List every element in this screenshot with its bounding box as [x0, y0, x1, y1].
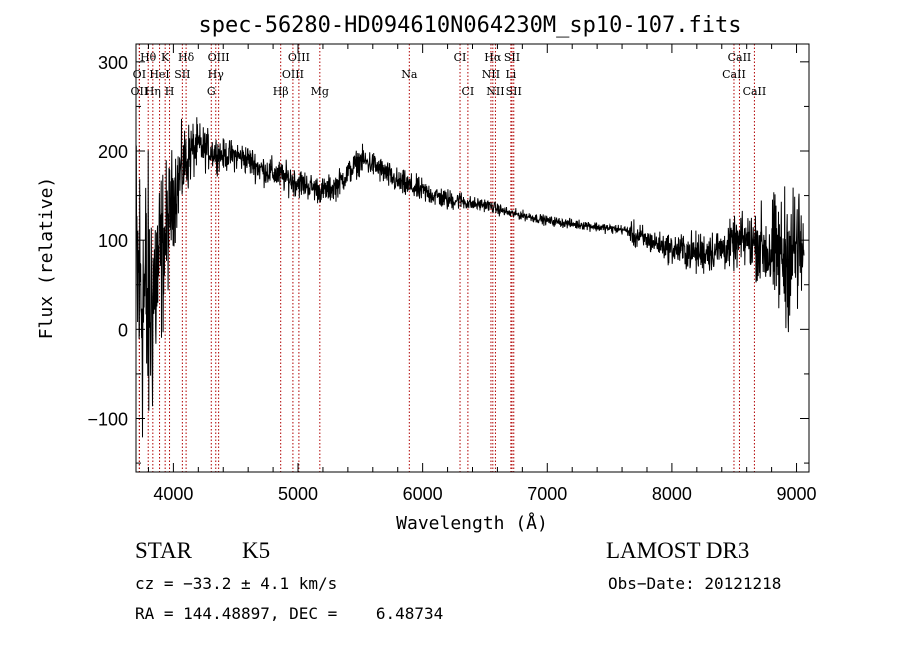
- object-class: STAR: [135, 538, 192, 563]
- line-label: SII: [174, 68, 190, 81]
- line-label: Hδ: [178, 51, 195, 64]
- y-tick-label: 200: [98, 142, 128, 162]
- line-label: CaII: [722, 68, 746, 81]
- line-label: CI: [462, 85, 475, 98]
- line-label: Hα: [484, 51, 502, 64]
- line-label: SII: [504, 51, 520, 64]
- x-tick-label: 6000: [403, 484, 443, 504]
- x-tick-label: 5000: [278, 484, 318, 504]
- y-tick-label: 0: [118, 320, 128, 340]
- x-tick-label: 4000: [153, 484, 193, 504]
- y-tick-label: −100: [87, 410, 128, 430]
- line-label: Hθ: [140, 51, 157, 64]
- line-label: OIII: [208, 51, 230, 64]
- x-tick-label: 9000: [777, 484, 817, 504]
- line-label: SII: [506, 85, 522, 98]
- redshift-cz: cz = −33.2 ± 4.1 km/s: [135, 574, 338, 593]
- y-tick-label: 100: [98, 231, 128, 251]
- line-label: Li: [505, 68, 516, 81]
- y-axis-label: Flux (relative): [36, 177, 57, 340]
- spectral-line-markers: [138, 44, 755, 472]
- line-label: CaII: [728, 51, 752, 64]
- chart-title: spec-56280-HD094610N064230M_sp10-107.fit…: [198, 13, 741, 38]
- line-label: Mg: [311, 85, 329, 98]
- x-tick-label: 7000: [527, 484, 567, 504]
- line-label: NII: [486, 85, 504, 98]
- x-tick-label: 8000: [652, 484, 692, 504]
- line-label: CaII: [743, 85, 767, 98]
- line-label: OII: [131, 85, 149, 98]
- line-label: OIII: [288, 51, 310, 64]
- line-label: Na: [401, 68, 418, 81]
- line-label: H: [165, 85, 175, 98]
- axes: 4000 5000 6000 7000 8000 9000 −100 0 100 200 300: [87, 44, 817, 504]
- line-label: G: [207, 85, 216, 98]
- y-tick-label: 300: [98, 53, 128, 73]
- line-label: Hη: [145, 85, 161, 98]
- survey-name: LAMOST DR3: [606, 538, 750, 563]
- line-label: CI: [454, 51, 467, 64]
- line-label: K: [161, 51, 170, 64]
- line-label: Hβ: [273, 85, 289, 98]
- line-label: HeI: [149, 68, 169, 81]
- spectrum-line: [135, 117, 805, 438]
- line-label: OIII: [282, 68, 304, 81]
- line-label: Hγ: [208, 68, 225, 81]
- line-label: OI: [133, 68, 146, 81]
- ra-dec: RA = 144.48897, DEC = 6.48734: [135, 604, 444, 623]
- object-subclass: K5: [242, 538, 271, 563]
- line-label: NII: [482, 68, 500, 81]
- x-axis-label: Wavelength (Å): [396, 512, 548, 534]
- observation-date: Obs−Date: 20121218: [608, 574, 782, 593]
